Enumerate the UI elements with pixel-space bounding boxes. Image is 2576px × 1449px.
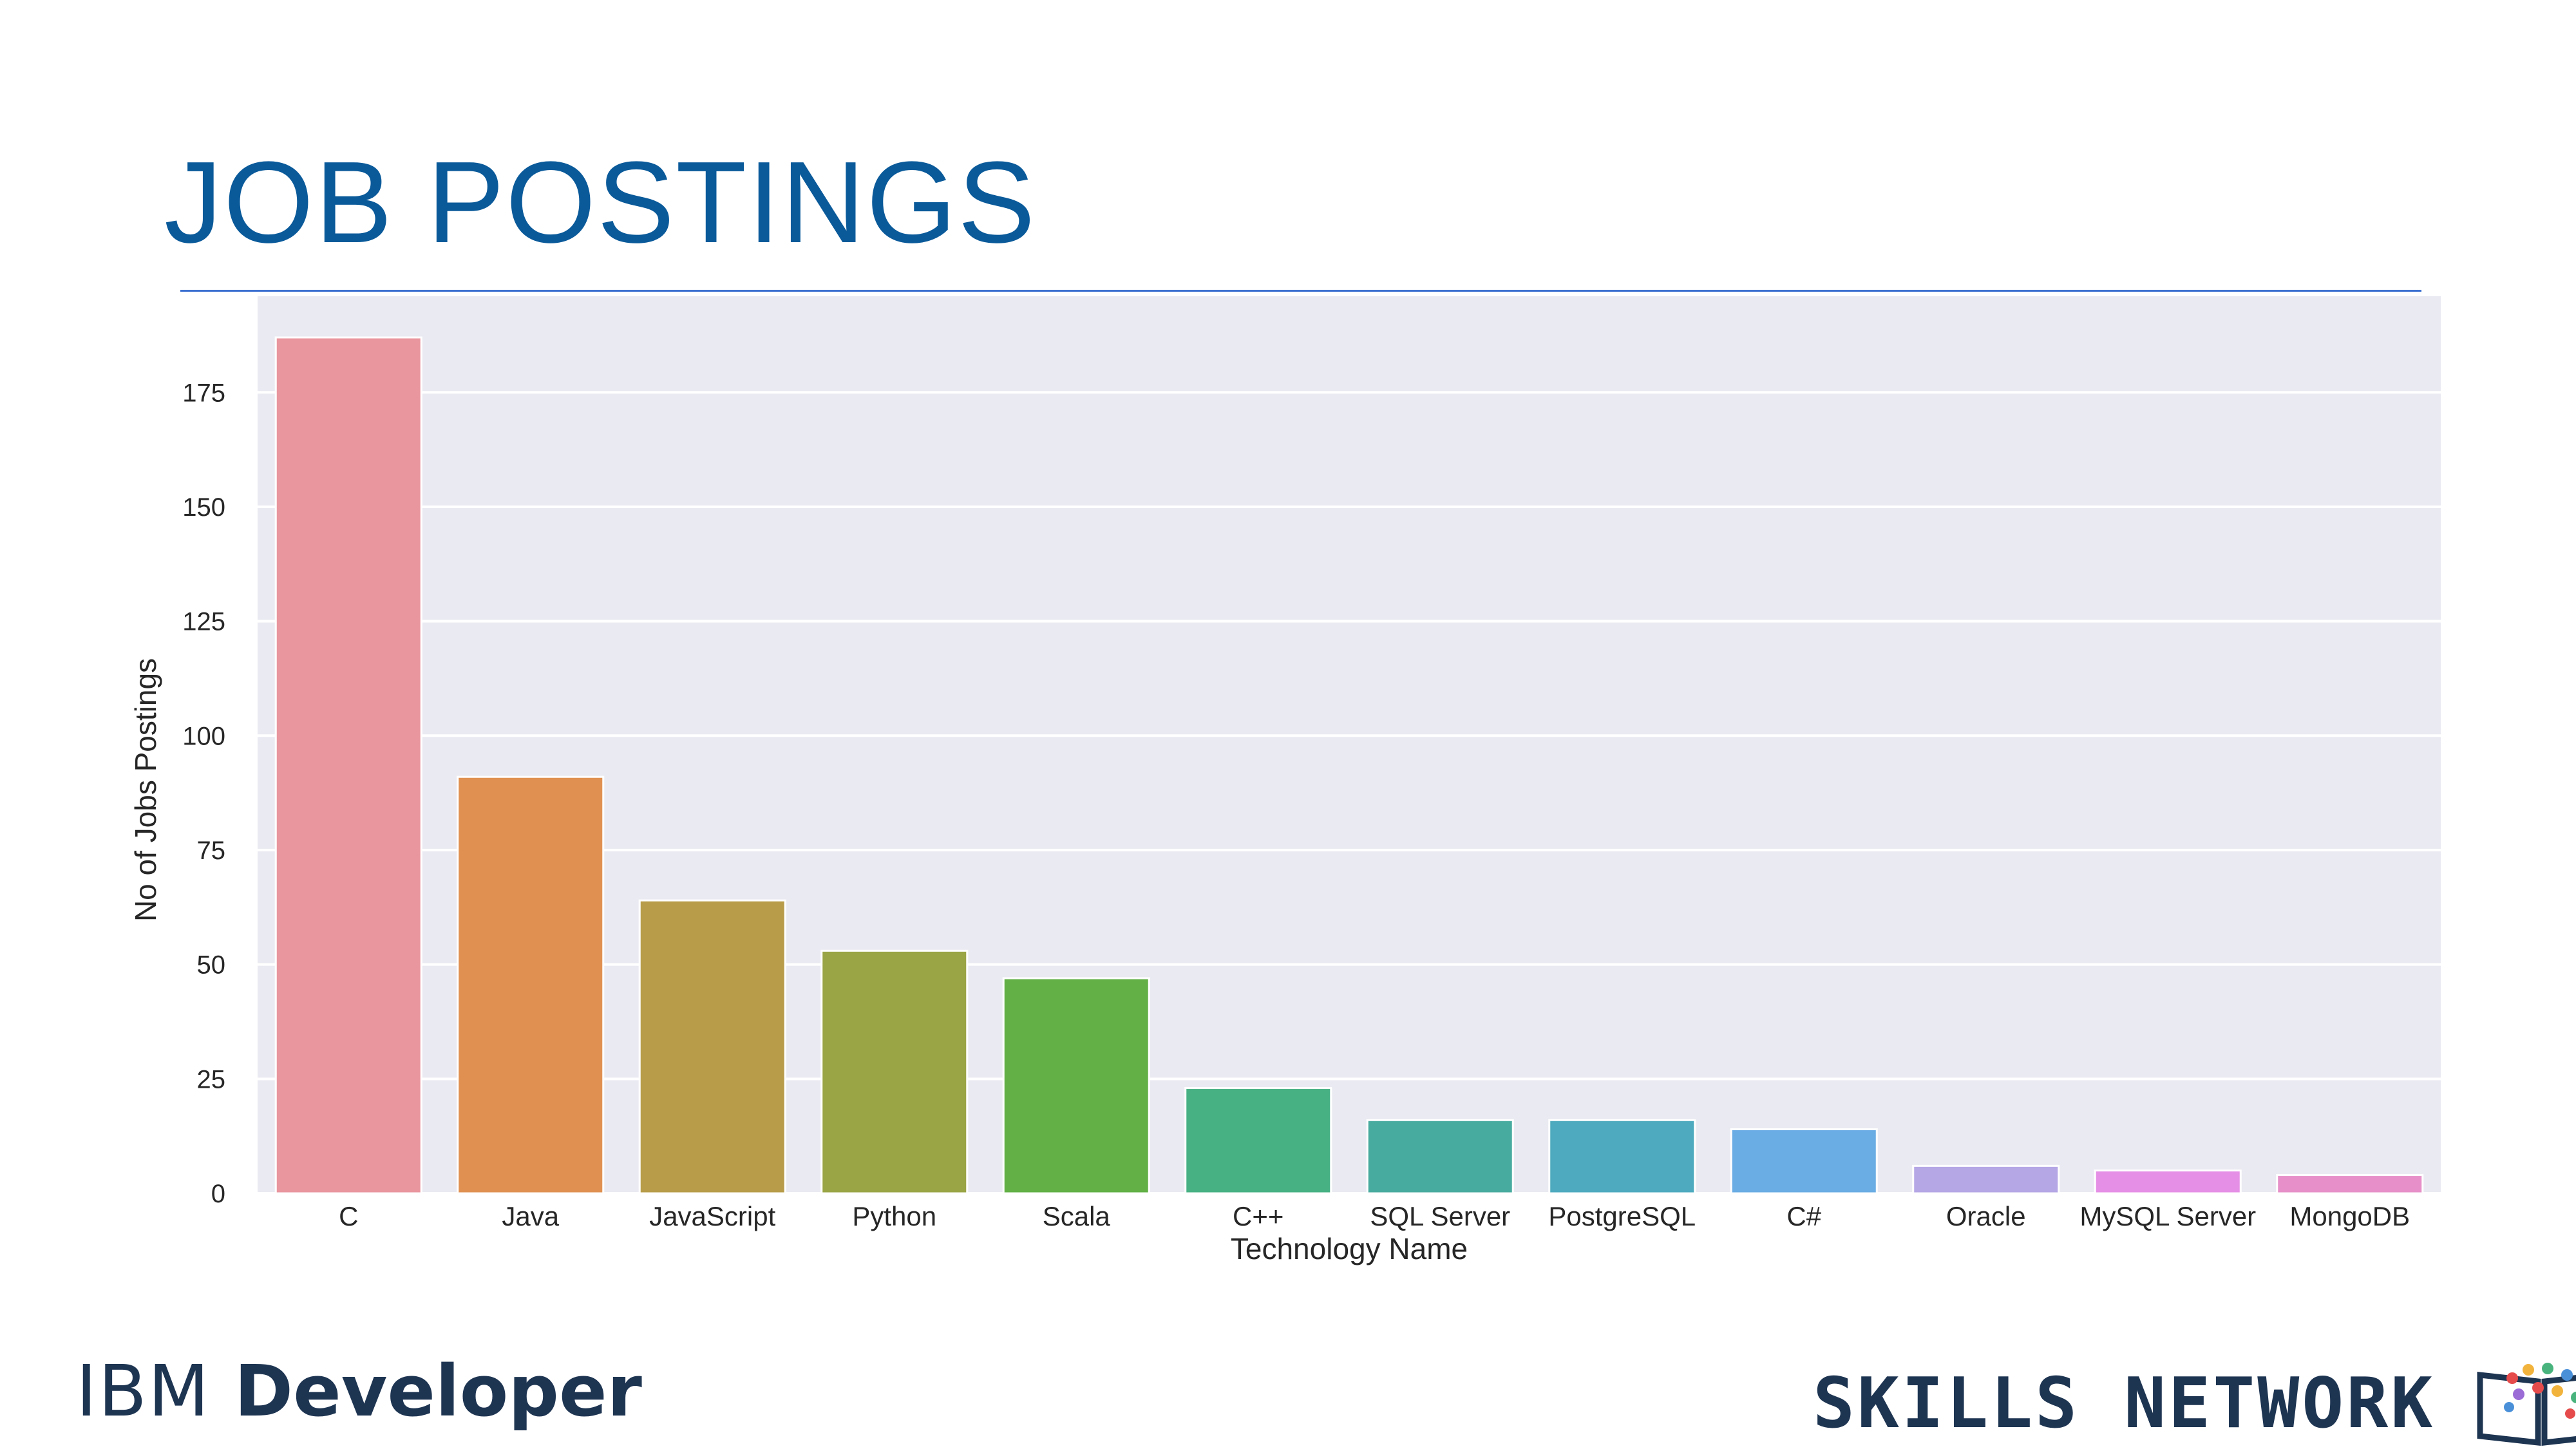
x-tick-label: PostgreSQL (1548, 1201, 1696, 1231)
bar (457, 775, 605, 1195)
x-tick-label: Scala (1043, 1201, 1111, 1231)
y-tick-label: 0 (211, 1180, 225, 1208)
bar (2094, 1169, 2242, 1195)
x-tick-label: C# (1786, 1201, 1821, 1231)
y-axis-label: No of Jobs Postings (129, 658, 162, 922)
x-tick-label: MySQL Server (2079, 1201, 2256, 1231)
y-tick-label: 75 (197, 837, 226, 865)
bar (1366, 1119, 1514, 1195)
y-tick-label: 100 (182, 722, 225, 750)
skills-network-logo: SKILLS NETWORK (1813, 1362, 2576, 1446)
x-tick-label: JavaScript (649, 1201, 775, 1231)
bar (1002, 977, 1150, 1195)
y-tick-label: 25 (197, 1065, 226, 1094)
x-tick-label: MongoDB (2289, 1201, 2410, 1231)
ibm-logo-text: IBM (76, 1350, 234, 1432)
x-tick-label: Python (852, 1201, 936, 1231)
bar (820, 949, 969, 1195)
bar (638, 899, 786, 1195)
x-tick-label: Oracle (1946, 1201, 2026, 1231)
x-axis-label: Technology Name (1231, 1232, 1468, 1265)
open-book-icon (2477, 1363, 2576, 1446)
developer-logo-text: Developer (234, 1350, 642, 1432)
x-tick-label: C++ (1233, 1201, 1283, 1231)
x-tick-label: SQL Server (1370, 1201, 1510, 1231)
y-tick-label: 150 (182, 493, 225, 522)
plot-background (258, 296, 2441, 1193)
y-tick-label: 175 (182, 379, 225, 407)
ibm-developer-logo: IBM Developer (76, 1356, 642, 1426)
x-tick-label: Java (502, 1201, 559, 1231)
title-divider (180, 290, 2421, 292)
bar (1912, 1164, 2060, 1195)
bar (1184, 1087, 1332, 1195)
bar (274, 336, 422, 1195)
skills-network-text: SKILLS NETWORK (1813, 1363, 2436, 1444)
y-tick-label: 125 (182, 608, 225, 636)
y-tick-label: 50 (197, 951, 226, 980)
slide-title: JOB POSTINGS (164, 138, 1037, 267)
bar (1548, 1119, 1696, 1195)
bar (2276, 1174, 2424, 1195)
bar (1730, 1128, 1878, 1195)
x-tick-label: C (339, 1201, 358, 1231)
